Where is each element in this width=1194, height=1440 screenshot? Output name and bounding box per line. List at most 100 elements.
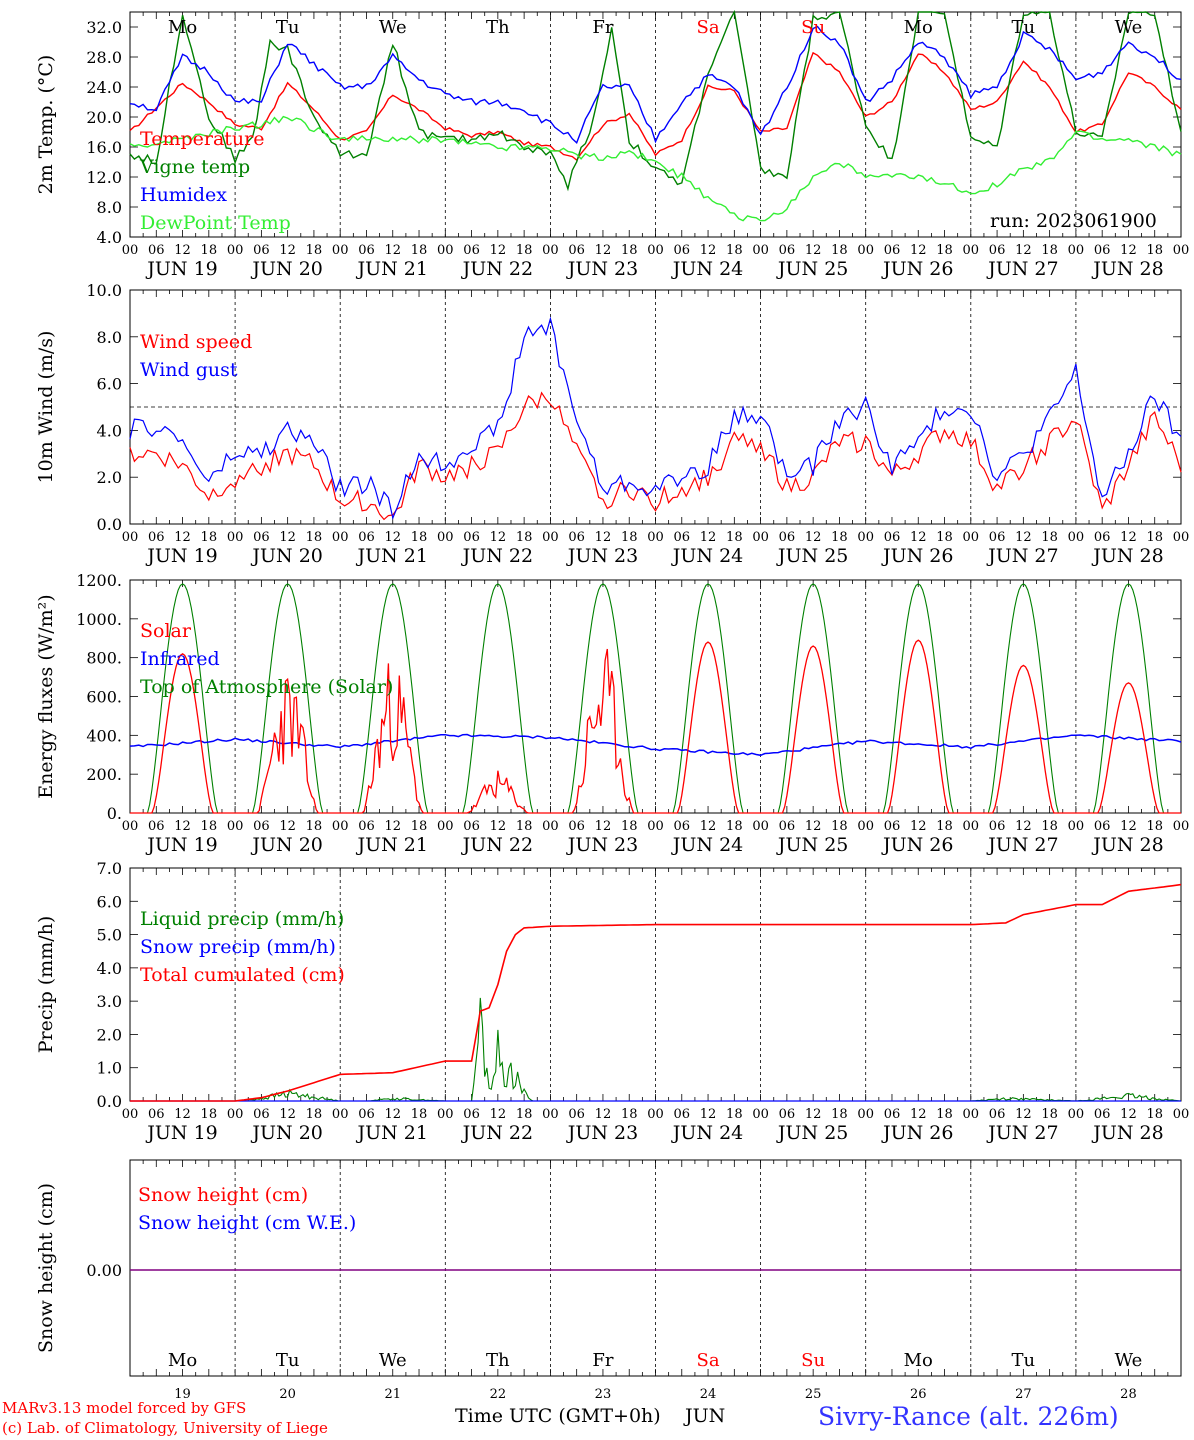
- hour-tick-label: 06: [253, 243, 270, 258]
- hour-tick-label: 12: [910, 243, 927, 258]
- series-line-lime: [129, 115, 1182, 222]
- hour-tick-label: 00: [227, 243, 244, 258]
- day-number-label: 22: [490, 1387, 507, 1402]
- hour-tick-label: 18: [831, 819, 848, 834]
- legend-entry: Snow precip (mm/h): [140, 936, 336, 958]
- hour-tick-label: 18: [201, 819, 218, 834]
- hour-tick-label: 18: [516, 530, 533, 545]
- hour-tick-label: 00: [542, 243, 559, 258]
- hour-tick-label: 18: [621, 819, 638, 834]
- hour-tick-label: 18: [1041, 819, 1058, 834]
- hour-tick-label: 00: [752, 819, 769, 834]
- y-tick-label: 8.0: [97, 328, 122, 347]
- day-number-label: 27: [1015, 1387, 1032, 1402]
- hour-tick-label: 12: [490, 819, 507, 834]
- weekday-label: We: [379, 1350, 407, 1371]
- hour-tick-label: 18: [411, 1107, 428, 1122]
- hour-tick-label: 12: [700, 819, 717, 834]
- y-tick-label: 200.: [86, 765, 122, 784]
- weekday-label: We: [1115, 1350, 1143, 1371]
- hour-tick-label: 00: [752, 1107, 769, 1122]
- y-axis-label: Snow height (cm): [35, 1183, 57, 1353]
- hour-tick-label: 12: [279, 530, 296, 545]
- y-tick-label: 16.0: [86, 138, 122, 157]
- hour-tick-label: 18: [621, 1107, 638, 1122]
- hour-tick-label: 12: [1015, 530, 1032, 545]
- hour-tick-label: 06: [568, 243, 585, 258]
- hour-tick-label: 12: [1015, 243, 1032, 258]
- hour-tick-label: 00: [963, 1107, 980, 1122]
- hour-tick-label: 06: [1094, 1107, 1111, 1122]
- legend-entry: Humidex: [140, 184, 227, 206]
- hour-tick-label: 12: [174, 1107, 191, 1122]
- y-tick-label: 0.00: [86, 1261, 122, 1280]
- hour-tick-label: 00: [647, 243, 664, 258]
- hour-tick-label: 06: [674, 1107, 691, 1122]
- day-number-label: 25: [805, 1387, 822, 1402]
- date-label: JUN 27: [986, 834, 1058, 856]
- hour-tick-label: 06: [358, 1107, 375, 1122]
- legend-entry: Wind speed: [140, 331, 252, 353]
- panel-temp: 2m Temp. (°C) 4.0 8.0 12.0 16.0 20.0 24.0 28.0 3…: [35, 9, 1190, 280]
- hour-tick-label: 06: [989, 530, 1006, 545]
- hour-tick-label: 00: [332, 1107, 349, 1122]
- legend-entry: Vigne temp: [139, 156, 250, 178]
- hour-tick-label: 18: [306, 530, 323, 545]
- hour-tick-label: 18: [1146, 819, 1163, 834]
- panel-wind: 10m Wind (m/s) 0.0 2.0 4.0 6.0 8.0 10.0 Wind sp…: [35, 281, 1189, 567]
- y-tick-label: 800.: [86, 649, 122, 668]
- hour-tick-label: 12: [384, 819, 401, 834]
- date-label: JUN 21: [356, 545, 428, 567]
- hour-tick-label: 06: [1094, 819, 1111, 834]
- weekday-label: Su: [801, 1350, 825, 1371]
- y-tick-label: 10.0: [86, 281, 122, 300]
- hour-tick-label: 12: [279, 819, 296, 834]
- hour-tick-label: 18: [1146, 1107, 1163, 1122]
- date-label: JUN 20: [250, 834, 322, 856]
- legend-entry: Infrared: [140, 648, 220, 670]
- weekday-label: Fr: [592, 17, 613, 38]
- hour-tick-label: 00: [1173, 243, 1190, 258]
- hour-tick-label: 00: [227, 1107, 244, 1122]
- series-line-solar: [130, 639, 1181, 814]
- y-tick-label: 20.0: [86, 108, 122, 127]
- hour-tick-label: 06: [884, 1107, 901, 1122]
- hour-tick-label: 12: [910, 1107, 927, 1122]
- hour-tick-label: 18: [201, 1107, 218, 1122]
- hour-tick-label: 12: [700, 243, 717, 258]
- hour-tick-label: 18: [1041, 530, 1058, 545]
- date-label: JUN 22: [461, 834, 533, 856]
- weekday-label: Mo: [168, 1350, 197, 1371]
- hour-tick-label: 18: [411, 819, 428, 834]
- y-tick-label: 6.0: [97, 375, 122, 394]
- hour-tick-label: 00: [437, 819, 454, 834]
- hour-tick-label: 18: [936, 1107, 953, 1122]
- weekday-label: Mo: [904, 1350, 933, 1371]
- date-label: JUN 26: [881, 258, 953, 280]
- hour-tick-label: 06: [779, 819, 796, 834]
- y-tick-label: 5.0: [97, 926, 122, 945]
- hour-tick-label: 18: [1146, 243, 1163, 258]
- date-label: JUN 25: [776, 545, 848, 567]
- hour-tick-label: 12: [174, 819, 191, 834]
- y-tick-label: 24.0: [86, 78, 122, 97]
- hour-tick-label: 06: [674, 819, 691, 834]
- hour-tick-label: 06: [989, 1107, 1006, 1122]
- day-number-label: 19: [174, 1387, 191, 1402]
- hour-tick-label: 00: [647, 1107, 664, 1122]
- date-label: JUN 28: [1091, 834, 1163, 856]
- legend-entry: Liquid precip (mm/h): [140, 908, 344, 930]
- hour-tick-label: 00: [1068, 819, 1085, 834]
- y-tick-label: 1000.: [76, 610, 122, 629]
- hour-tick-label: 18: [306, 1107, 323, 1122]
- weekday-label: Sa: [697, 17, 720, 38]
- date-label: JUN 19: [145, 834, 217, 856]
- y-tick-label: 4.0: [97, 228, 122, 247]
- weekday-label: Fr: [592, 1350, 613, 1371]
- hour-tick-label: 00: [752, 243, 769, 258]
- hour-tick-label: 00: [963, 819, 980, 834]
- hour-tick-label: 06: [884, 243, 901, 258]
- hour-tick-label: 12: [279, 1107, 296, 1122]
- hour-tick-label: 06: [253, 530, 270, 545]
